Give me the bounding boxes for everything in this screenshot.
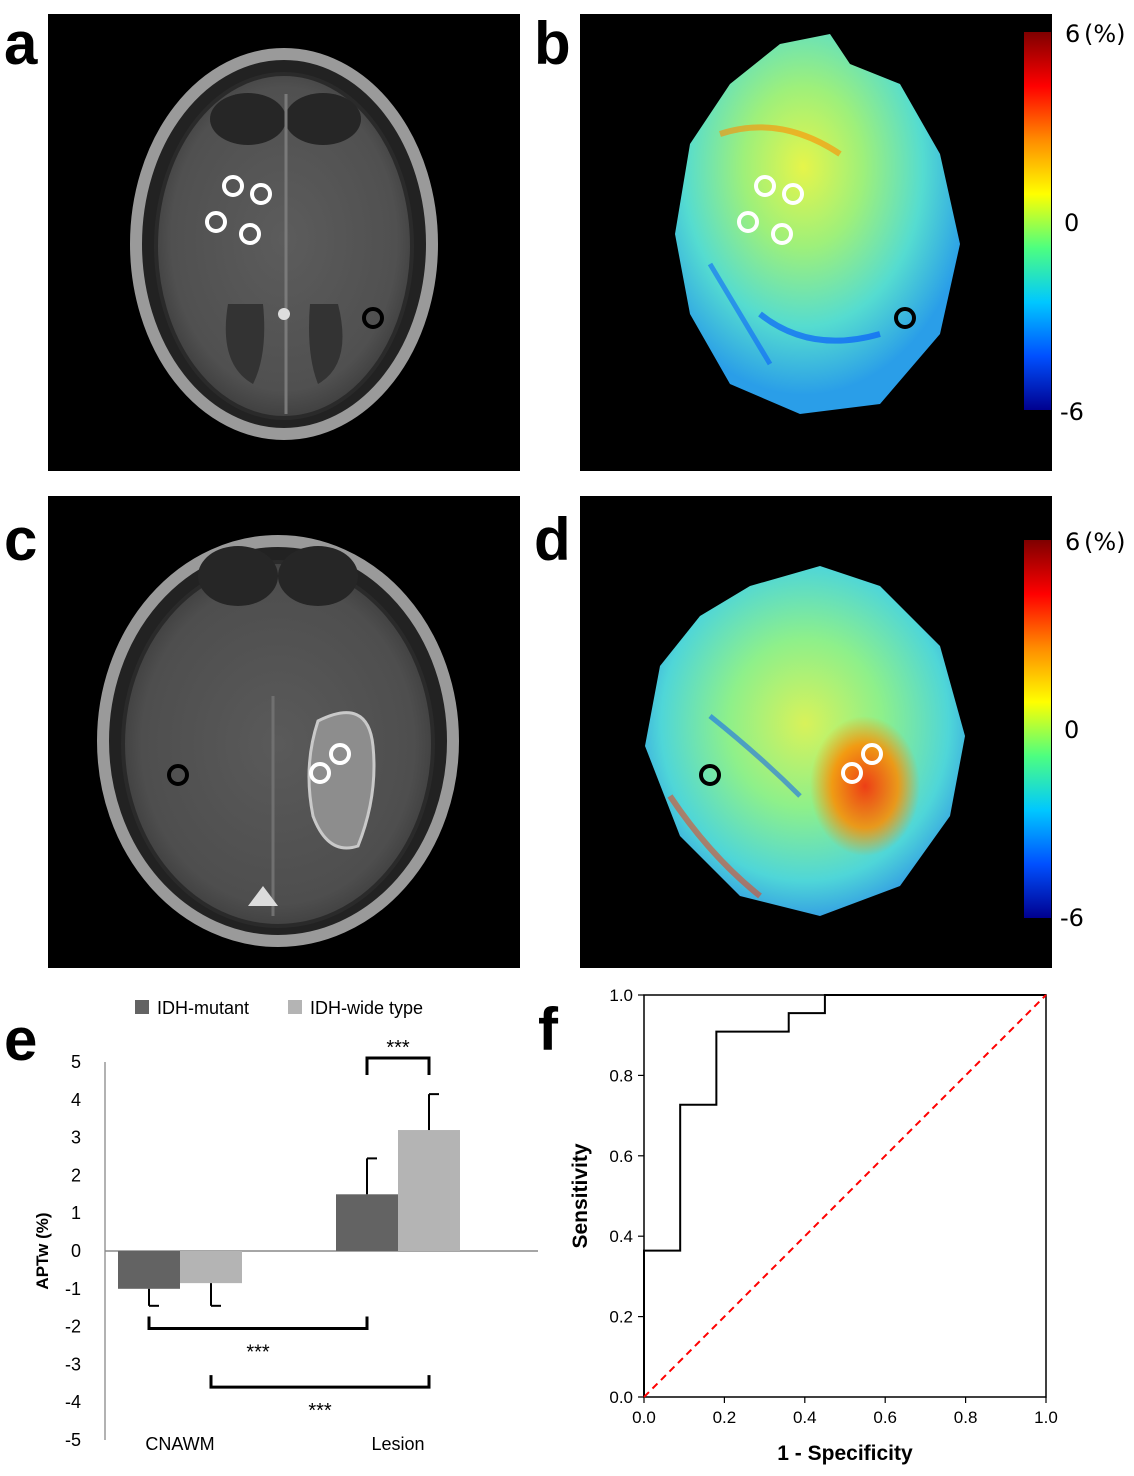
roi-control (699, 764, 721, 786)
significance-label: *** (308, 1400, 332, 1422)
x-tick-label: 0.8 (954, 1408, 978, 1427)
y-tick-label: -5 (65, 1430, 81, 1450)
mri-image-a (48, 14, 520, 471)
legend-label: IDH-mutant (157, 998, 249, 1018)
y-tick-label: 0.8 (609, 1066, 633, 1085)
roi-markers-c (167, 743, 351, 786)
x-tick-label: 0.0 (632, 1408, 656, 1427)
roi-lesion (250, 183, 272, 205)
panel-label-c: c (4, 506, 38, 573)
x-category-label: CNAWM (145, 1434, 214, 1454)
x-tick-label: 0.2 (713, 1408, 737, 1427)
y-axis-label: APTw (%) (33, 1212, 52, 1289)
roi-markers-a (205, 175, 384, 329)
roi-lesion (841, 762, 863, 784)
roi-markers-b (737, 175, 916, 329)
colorbar-b-max: 6 (1065, 20, 1081, 48)
y-tick-label: 5 (71, 1052, 81, 1072)
mri-image-c (48, 496, 520, 968)
panel-label-b: b (534, 10, 571, 77)
significance-bracket (365, 1056, 431, 1075)
roi-control (167, 764, 189, 786)
y-tick-label: 0 (71, 1241, 81, 1261)
roi-lesion (309, 762, 331, 784)
colorbar-d-max: 6 (1065, 528, 1081, 556)
panel-label-a: a (4, 10, 38, 77)
y-tick-label: 1 (71, 1203, 81, 1223)
roi-lesion (771, 223, 793, 245)
significance-label: *** (386, 1037, 410, 1059)
roi-lesion (782, 183, 804, 205)
y-tick-label: 4 (71, 1090, 81, 1110)
colorbar-d-mid: 0 (1064, 716, 1080, 744)
panel-label-f: f (538, 996, 558, 1063)
roc-chart-f: 0.0 0.2 0.4 0.6 0.8 1.0 0.0 0.2 0.4 0.6 0.8 1.0 1 - … (569, 986, 1058, 1465)
y-tick-label: 0.6 (609, 1147, 633, 1166)
panel-label-d: d (534, 506, 571, 573)
roi-control (362, 307, 384, 329)
y-tick-label: -4 (65, 1392, 81, 1412)
x-tick-label: 1.0 (1034, 1408, 1058, 1427)
aptw-map-b (580, 14, 1052, 471)
bar-chart-e: 5 4 3 2 1 0 -1 -2 -3 -4 -5 APTw (%) IDH-mutant IDH-wi… (33, 998, 538, 1454)
x-tick-label: 0.6 (873, 1408, 897, 1427)
roi-lesion (737, 211, 759, 233)
reference-diagonal-line (643, 994, 1047, 1398)
legend-label: IDH-wide type (310, 998, 423, 1018)
significance-bracket (147, 1316, 369, 1330)
colorbar-d (1024, 540, 1051, 918)
significance-bracket (209, 1375, 431, 1389)
y-tick-label: -1 (65, 1279, 81, 1299)
bar (398, 1130, 460, 1251)
legend-swatch (135, 1000, 149, 1014)
y-axis-label: Sensitivity (569, 1143, 592, 1248)
roi-control (894, 307, 916, 329)
x-axis-label: 1 - Specificity (777, 1442, 913, 1465)
roi-lesion (329, 743, 351, 765)
bar (180, 1251, 242, 1284)
colorbar-b-mid: 0 (1064, 209, 1080, 237)
x-category-label: Lesion (371, 1434, 424, 1454)
roi-lesion (754, 175, 776, 197)
y-tick-label: -2 (65, 1317, 81, 1337)
x-tick-label: 0.4 (793, 1408, 817, 1427)
roi-lesion (205, 211, 227, 233)
roi-lesion (222, 175, 244, 197)
bar (336, 1194, 398, 1251)
panel-label-e: e (4, 1006, 38, 1073)
colorbar-d-min: -6 (1060, 904, 1084, 932)
roi-lesion (861, 743, 883, 765)
y-tick-label: 1.0 (609, 986, 633, 1005)
y-tick-label: 0.2 (609, 1308, 633, 1327)
roi-lesion (239, 223, 261, 245)
y-tick-label: -3 (65, 1354, 81, 1374)
colorbar-b-min: -6 (1060, 398, 1084, 426)
bar (118, 1251, 180, 1289)
aptw-map-d (580, 496, 1052, 968)
colorbar-d-unit: (%) (1084, 528, 1126, 556)
y-tick-label: 2 (71, 1165, 81, 1185)
roc-curve (643, 994, 1046, 1397)
legend-swatch (288, 1000, 302, 1014)
y-tick-label: 3 (71, 1128, 81, 1148)
significance-label: *** (246, 1341, 270, 1363)
y-tick-label: 0.0 (609, 1388, 633, 1407)
y-tick-label: 0.4 (609, 1227, 633, 1246)
roi-markers-d (699, 743, 883, 786)
colorbar-b-unit: (%) (1084, 20, 1126, 48)
colorbar-b (1024, 32, 1051, 410)
